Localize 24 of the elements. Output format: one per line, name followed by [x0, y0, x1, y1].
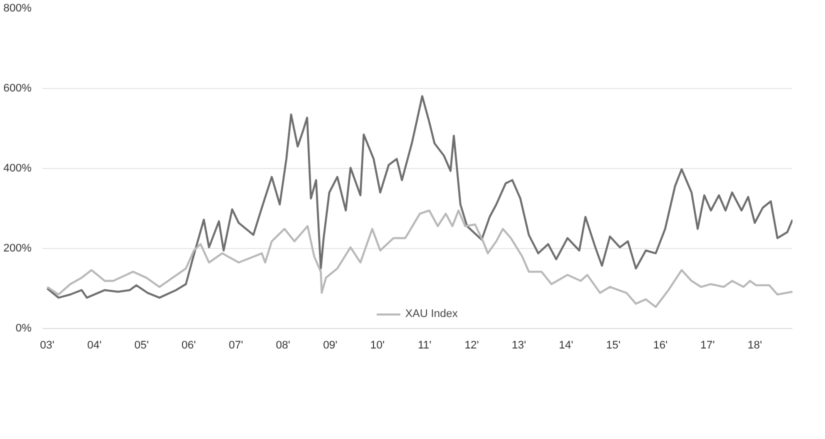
x-tick-label: 09' [323, 340, 338, 352]
y-tick-label: 200% [3, 242, 32, 254]
x-tick-label: 15' [606, 340, 620, 352]
x-tick-label: 14' [558, 340, 574, 352]
line-series [46, 210, 792, 308]
x-tick-label: 03' [40, 340, 54, 352]
x-tick-label: 13' [512, 340, 526, 352]
x-tick-label: 16' [653, 340, 668, 352]
y-tick-label: 0% [16, 322, 32, 334]
line-series [46, 95, 792, 299]
x-tick-label: 18' [748, 340, 762, 352]
x-tick-label: 17' [700, 340, 715, 352]
x-tick-label: 11' [418, 340, 432, 352]
y-tick-label: 800% [3, 2, 32, 14]
y-tick-label: 600% [3, 82, 32, 94]
x-tick-label: 12' [464, 340, 479, 352]
x-tick-label: 10' [370, 340, 385, 352]
y-tick-label: 400% [3, 162, 32, 174]
x-tick-label: 06' [182, 340, 196, 352]
legend-label: XAU Index [405, 308, 458, 320]
x-tick-label: 07' [228, 340, 244, 352]
x-tick-label: 04' [87, 340, 102, 352]
x-tick-label: 05' [134, 340, 149, 352]
x-tick-label: 08' [276, 340, 290, 352]
